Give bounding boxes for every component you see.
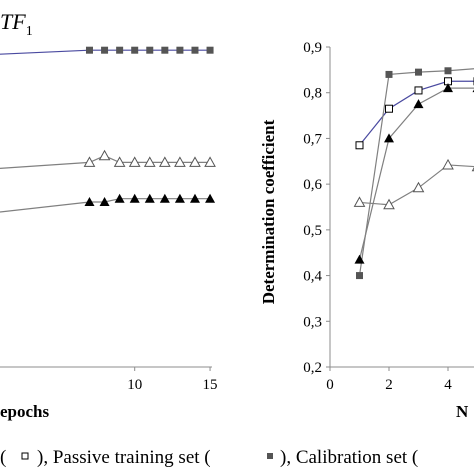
left-series-2-point-4: [144, 193, 155, 203]
caption-part-3: ), Calibration set (: [280, 447, 418, 468]
legend-filled-square-marker: [267, 453, 273, 459]
right-series-line-1: [358, 68, 474, 276]
left-panel: 10 15 TF1 epochs: [0, 9, 218, 421]
caption-part-2: ), Passive training set (: [37, 447, 211, 468]
caption-part-1: (: [0, 447, 6, 468]
left-series-2-point-0: [84, 197, 95, 206]
right-y-tick-label-1: 0,3: [303, 314, 322, 330]
left-panel-marks: [0, 46, 216, 213]
left-series-0-point-0: [85, 46, 93, 54]
right-series-line-3: [359, 164, 474, 206]
left-series-0-point-7: [191, 46, 199, 54]
left-x-axis-label: epochs: [0, 402, 50, 421]
left-series-1-point-7: [189, 156, 201, 167]
right-panel: 0,20,30,40,50,60,70,80,9 0246 Determinat…: [259, 40, 474, 421]
left-series-2-point-2: [114, 193, 125, 203]
left-series-1-point-5: [158, 156, 171, 167]
right-series-1-point-3: [444, 67, 452, 75]
right-series-1-point-2: [415, 68, 422, 76]
right-series-2-point-2: [413, 99, 424, 109]
right-series-1-point-1: [385, 70, 393, 78]
right-series-2-point-1: [384, 133, 394, 143]
left-series-0-point-4: [146, 46, 154, 54]
left-x-tick-label-0: 10: [127, 377, 142, 393]
left-series-0-point-3: [131, 46, 139, 54]
left-series-1-point-3: [128, 156, 141, 167]
right-y-tick-label-6: 0,8: [303, 86, 322, 102]
left-series-line-0: [0, 49, 211, 55]
left-series-0-point-6: [176, 46, 184, 54]
left-x-tick-label-1: 15: [203, 377, 218, 393]
right-series-3-point-2: [412, 181, 425, 193]
right-series-2-point-0: [354, 254, 365, 264]
right-series-3-point-3: [442, 158, 454, 170]
left-chart-title: TF1: [0, 9, 33, 39]
right-y-tick-label-3: 0,5: [303, 223, 322, 239]
right-panel-marks: [353, 67, 474, 280]
left-series-1-point-2: [113, 156, 126, 167]
left-series-2-point-8: [205, 193, 216, 203]
right-y-tick-label-2: 0,4: [303, 269, 322, 285]
right-x-tick-label-0: 0: [326, 377, 334, 393]
left-series-0-point-8: [206, 46, 214, 54]
right-series-0-point-2: [414, 86, 423, 95]
left-series-1-point-1: [98, 149, 111, 161]
left-x-tick-labels: 10 15: [127, 367, 218, 393]
right-x-tick-label-2: 4: [444, 377, 452, 393]
left-series-1-point-6: [174, 156, 186, 167]
left-series-line-2: [0, 198, 211, 213]
left-series-1-point-0: [83, 156, 96, 167]
right-x-axis-label: N: [456, 402, 469, 421]
left-series-1-point-8: [204, 156, 216, 167]
right-series-0-point-1: [385, 104, 393, 113]
right-series-0-point-0: [355, 141, 364, 150]
right-series-3-point-0: [353, 196, 366, 207]
right-series-3-point-1: [383, 198, 395, 210]
left-series-0-point-5: [161, 46, 169, 54]
right-series-1-point-0: [356, 272, 363, 280]
right-y-tick-label-0: 0,2: [303, 360, 322, 376]
left-series-2-point-6: [174, 193, 185, 203]
right-series-2-point-3: [443, 83, 453, 93]
right-y-tick-label-4: 0,6: [303, 177, 322, 193]
right-x-tick-labels: 0246: [326, 367, 452, 393]
left-series-2-point-1: [99, 197, 110, 206]
right-x-tick-label-1: 2: [385, 377, 393, 393]
left-series-2-point-3: [129, 193, 140, 203]
left-series-0-point-1: [101, 46, 109, 54]
left-series-0-point-2: [116, 46, 124, 54]
left-series-2-point-5: [159, 193, 170, 203]
left-series-line-1: [0, 155, 211, 169]
right-y-tick-labels: 0,2 0,3 0,4 0,5 0,6 0,7 0,8 0,9: [303, 40, 330, 376]
legend-open-square-marker: [21, 452, 29, 460]
right-y-tick-label-5: 0,7: [303, 131, 322, 147]
legend-caption: ( ), Passive training set ( ), Calibrati…: [0, 447, 418, 468]
left-series-1-point-4: [143, 156, 156, 167]
right-series-line-2: [358, 87, 474, 260]
right-series-line-0: [359, 80, 474, 146]
right-y-axis-label: Determination coefficient: [259, 119, 278, 304]
right-y-tick-label-7: 0,9: [303, 40, 322, 56]
left-series-2-point-7: [189, 193, 200, 203]
